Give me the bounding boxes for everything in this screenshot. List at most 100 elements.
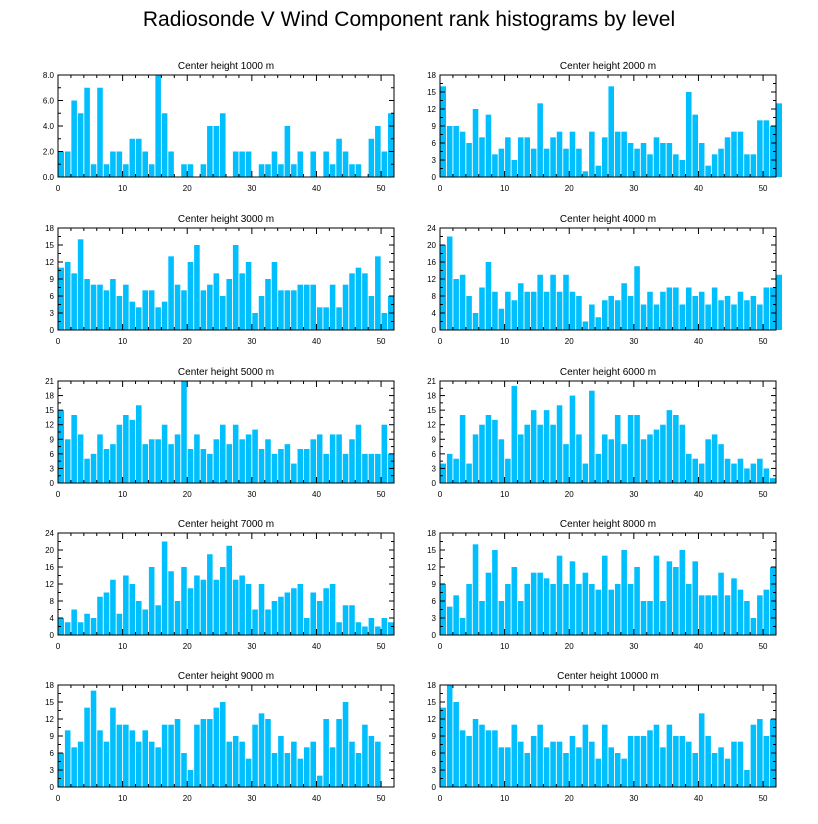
histogram-bar xyxy=(737,131,744,177)
histogram-bar xyxy=(110,707,116,787)
histogram-bar xyxy=(582,724,589,787)
x-tick-label: 50 xyxy=(759,794,768,803)
histogram-bar xyxy=(582,572,589,635)
histogram-bar xyxy=(589,584,595,635)
x-tick-label: 0 xyxy=(438,642,443,651)
histogram-bar xyxy=(563,444,569,483)
histogram-bar xyxy=(517,434,524,483)
histogram-bar xyxy=(303,284,310,330)
y-tick-label: 18 xyxy=(427,681,436,690)
histogram-bar xyxy=(517,283,524,330)
histogram-bar xyxy=(485,262,492,330)
histogram-bar xyxy=(556,291,563,330)
histogram-bar xyxy=(763,468,770,483)
histogram-bar xyxy=(744,601,750,635)
histogram-bar xyxy=(291,588,297,635)
histogram-bar xyxy=(142,730,149,787)
histogram-bar xyxy=(737,741,744,787)
y-tick-label: 9 xyxy=(432,732,437,741)
histogram-bar xyxy=(200,164,207,177)
histogram-bar xyxy=(505,291,511,330)
histogram-bar xyxy=(168,151,174,177)
histogram-panel-7: Center height 7000 m 0 4 8 12 16 20 24 0 10 20 30 40… xyxy=(45,519,395,651)
histogram-bar xyxy=(731,741,737,787)
histogram-bar xyxy=(110,279,116,330)
histogram-bar xyxy=(148,741,155,787)
histogram-bar xyxy=(479,601,485,635)
histogram-bar xyxy=(769,287,776,330)
histogram-bar xyxy=(271,753,278,787)
histogram-bar xyxy=(64,439,71,483)
histogram-bar xyxy=(517,741,524,787)
histogram-bar xyxy=(303,449,310,483)
x-tick-label: 0 xyxy=(438,794,443,803)
y-tick-label: 20 xyxy=(427,241,436,250)
histogram-bar xyxy=(297,584,304,635)
histogram-bar xyxy=(453,702,459,787)
histogram-bar xyxy=(492,419,498,483)
histogram-bar xyxy=(582,321,589,330)
histogram-bar xyxy=(148,439,155,483)
histogram-bar xyxy=(181,753,187,787)
histogram-bar xyxy=(466,584,472,635)
histogram-bar xyxy=(724,458,731,483)
histogram-bar xyxy=(608,747,615,787)
histogram-bar xyxy=(310,151,317,177)
histogram-bar xyxy=(213,579,220,635)
histogram-bar xyxy=(647,154,653,177)
histogram-bar xyxy=(349,605,355,635)
histogram-bar xyxy=(685,584,692,635)
histogram-bar xyxy=(310,592,317,635)
histogram-bar xyxy=(316,307,323,330)
histogram-bar xyxy=(284,444,291,483)
histogram-bar xyxy=(368,296,375,330)
histogram-bar xyxy=(724,296,731,330)
histogram-bar xyxy=(123,164,129,177)
histogram-bar xyxy=(135,307,142,330)
histogram-bar xyxy=(194,245,200,330)
histogram-bar xyxy=(601,434,608,483)
histogram-bar xyxy=(614,131,621,177)
histogram-bar xyxy=(698,713,705,787)
x-tick-label: 40 xyxy=(694,642,703,651)
histogram-bar xyxy=(492,291,498,330)
x-tick-label: 20 xyxy=(183,642,192,651)
histogram-bar xyxy=(187,449,194,483)
y-tick-label: 12 xyxy=(427,715,436,724)
histogram-bar xyxy=(744,300,750,330)
y-tick-label: 12 xyxy=(427,563,436,572)
histogram-bar xyxy=(498,601,505,635)
histogram-bar xyxy=(679,424,686,483)
y-tick-label: 21 xyxy=(45,377,54,386)
histogram-panel-4: Center height 4000 m 0 4 8 12 16 20 24 0 10 20 30 40… xyxy=(427,214,783,346)
histogram-bar xyxy=(207,126,213,177)
histogram-bar xyxy=(187,262,194,330)
histogram-bar xyxy=(601,137,608,177)
histogram-bar xyxy=(692,561,699,635)
y-tick-label: 12 xyxy=(427,275,436,284)
histogram-bar xyxy=(505,137,511,177)
histogram-bar xyxy=(148,164,155,177)
panel-title: Center height 1000 m xyxy=(178,61,274,72)
x-tick-label: 30 xyxy=(247,337,256,346)
panel-title: Center height 6000 m xyxy=(560,367,656,378)
histogram-bar xyxy=(640,601,647,635)
histogram-bar xyxy=(472,109,479,177)
histogram-bar xyxy=(640,439,647,483)
y-tick-label: 12 xyxy=(45,715,54,724)
x-tick-label: 0 xyxy=(56,337,61,346)
histogram-bar xyxy=(692,753,699,787)
histogram-bar xyxy=(64,730,71,787)
x-tick-label: 50 xyxy=(377,490,386,499)
histogram-bar xyxy=(355,622,362,635)
histogram-bar xyxy=(135,741,142,787)
y-tick-label: 12 xyxy=(45,580,54,589)
histogram-bar xyxy=(239,151,245,177)
histogram-bar xyxy=(550,137,556,177)
histogram-bar xyxy=(563,274,569,330)
histogram-bar xyxy=(556,405,563,483)
y-tick-label: 6 xyxy=(432,139,437,148)
y-tick-label: 3 xyxy=(432,614,437,623)
x-tick-label: 50 xyxy=(377,184,386,193)
histogram-bar xyxy=(543,747,550,787)
